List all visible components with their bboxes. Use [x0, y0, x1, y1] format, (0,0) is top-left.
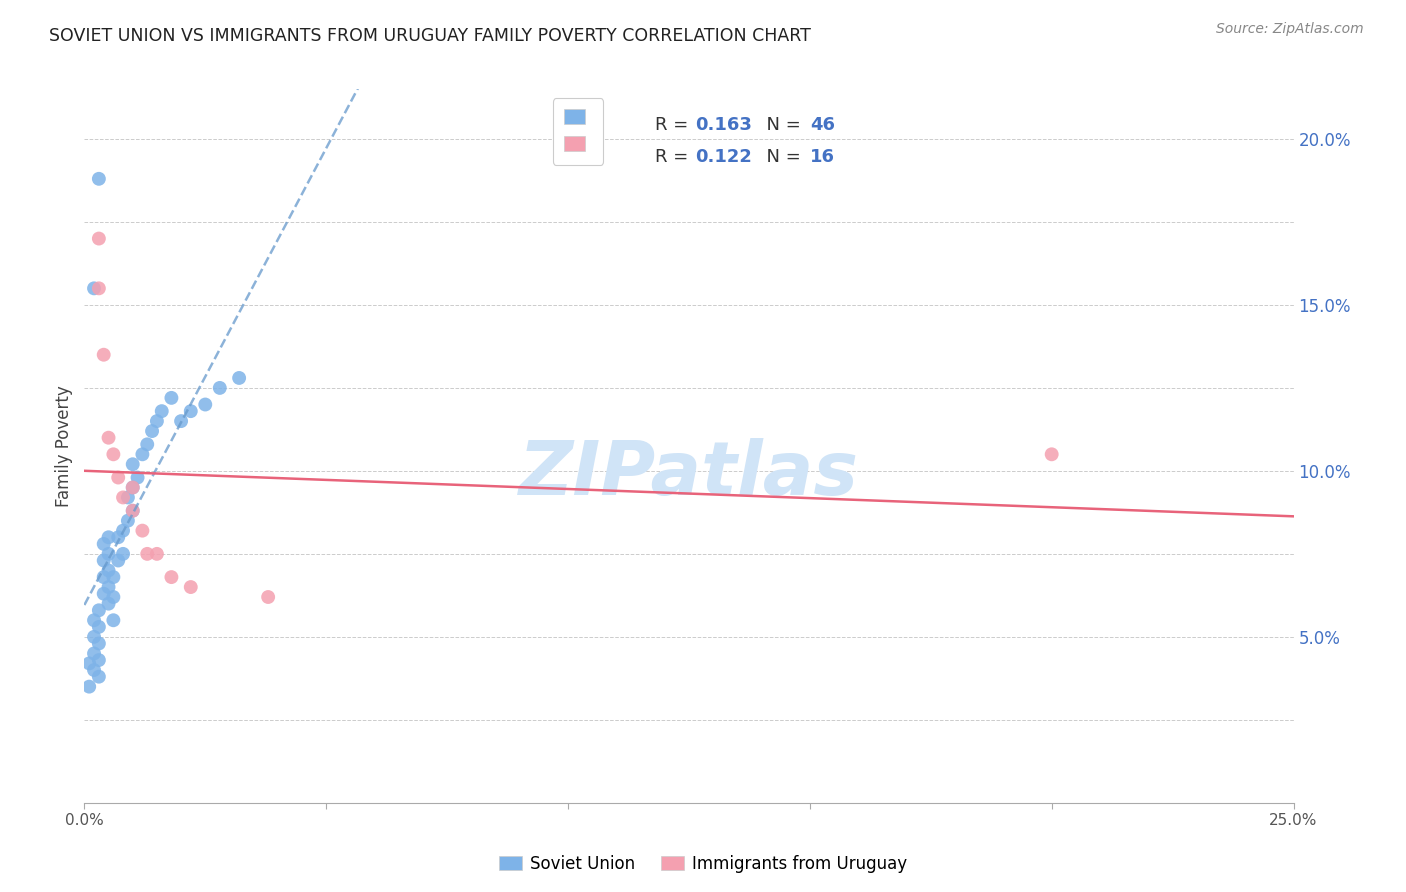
Text: N =: N =: [755, 148, 807, 166]
Point: [93, 553, 115, 567]
Point: [83, 613, 105, 627]
Point: [83, 281, 105, 295]
Point: [87, 171, 110, 186]
Point: [150, 404, 173, 418]
Text: 0.122: 0.122: [695, 148, 752, 166]
Text: Source: ZipAtlas.com: Source: ZipAtlas.com: [1216, 22, 1364, 37]
Point: [107, 530, 129, 544]
Point: [194, 397, 217, 411]
Point: [121, 504, 143, 518]
Text: SOVIET UNION VS IMMIGRANTS FROM URUGUAY FAMILY POVERTY CORRELATION CHART: SOVIET UNION VS IMMIGRANTS FROM URUGUAY …: [49, 27, 811, 45]
Point: [97, 597, 120, 611]
Point: [103, 590, 125, 604]
Point: [146, 414, 169, 428]
Point: [121, 481, 143, 495]
Point: [103, 447, 125, 461]
Point: [97, 530, 120, 544]
Point: [228, 371, 250, 385]
Point: [83, 630, 105, 644]
Point: [208, 381, 231, 395]
Text: N =: N =: [755, 116, 807, 135]
Text: 46: 46: [810, 116, 835, 135]
Point: [160, 570, 183, 584]
Point: [97, 547, 120, 561]
Point: [127, 470, 149, 484]
Text: 16: 16: [810, 148, 835, 166]
Point: [103, 570, 125, 584]
Point: [77, 680, 100, 694]
Point: [93, 587, 115, 601]
Point: [77, 657, 100, 671]
Point: [146, 547, 169, 561]
Point: [87, 670, 110, 684]
Point: [93, 570, 115, 584]
Point: [121, 457, 143, 471]
Y-axis label: Family Poverty: Family Poverty: [55, 385, 73, 507]
Text: R =: R =: [655, 116, 695, 135]
Text: ZIPatlas: ZIPatlas: [519, 438, 859, 511]
Point: [121, 504, 143, 518]
Point: [93, 348, 115, 362]
Point: [170, 414, 193, 428]
Point: [87, 281, 110, 295]
Point: [131, 524, 153, 538]
Point: [83, 663, 105, 677]
Point: [141, 424, 163, 438]
Point: [83, 647, 105, 661]
Point: [117, 491, 139, 505]
Text: 0.163: 0.163: [695, 116, 752, 135]
Point: [103, 613, 125, 627]
Point: [87, 653, 110, 667]
Point: [160, 391, 183, 405]
Point: [180, 580, 202, 594]
Legend: , : ,: [553, 98, 603, 165]
Point: [112, 491, 135, 505]
Point: [1040, 447, 1063, 461]
Text: R =: R =: [655, 148, 695, 166]
Point: [87, 636, 110, 650]
Point: [136, 437, 159, 451]
Point: [257, 590, 280, 604]
Point: [131, 447, 153, 461]
Point: [112, 524, 135, 538]
Point: [87, 620, 110, 634]
Point: [97, 431, 120, 445]
Point: [107, 553, 129, 567]
Point: [180, 404, 202, 418]
Point: [117, 514, 139, 528]
Point: [121, 481, 143, 495]
Point: [87, 231, 110, 245]
Point: [97, 564, 120, 578]
Point: [107, 470, 129, 484]
Point: [97, 580, 120, 594]
Point: [112, 547, 135, 561]
Point: [87, 603, 110, 617]
Point: [93, 537, 115, 551]
Point: [136, 547, 159, 561]
Legend: Soviet Union, Immigrants from Uruguay: Soviet Union, Immigrants from Uruguay: [492, 848, 914, 880]
